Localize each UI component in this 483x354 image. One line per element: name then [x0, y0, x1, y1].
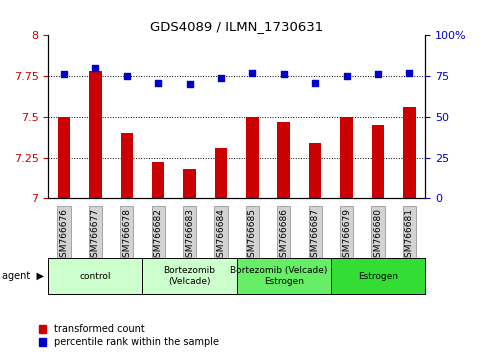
- Point: [406, 70, 413, 76]
- Point: [186, 81, 194, 87]
- Point: [123, 73, 131, 79]
- Bar: [246, 117, 259, 198]
- Point: [343, 73, 351, 79]
- Bar: [372, 125, 384, 198]
- Bar: [277, 122, 290, 198]
- Point: [374, 72, 382, 77]
- Text: Estrogen: Estrogen: [358, 272, 398, 281]
- Bar: [341, 117, 353, 198]
- Point: [60, 72, 68, 77]
- Point: [155, 80, 162, 85]
- Title: GDS4089 / ILMN_1730631: GDS4089 / ILMN_1730631: [150, 20, 323, 33]
- Text: Bortezomib (Velcade) +
Estrogen: Bortezomib (Velcade) + Estrogen: [230, 267, 338, 286]
- Point: [92, 65, 99, 71]
- Legend: transformed count, percentile rank within the sample: transformed count, percentile rank withi…: [39, 325, 219, 347]
- Bar: [309, 143, 322, 198]
- Text: agent  ▶: agent ▶: [2, 271, 44, 281]
- Text: control: control: [80, 272, 111, 281]
- Bar: [58, 117, 71, 198]
- Point: [280, 72, 288, 77]
- Bar: [184, 169, 196, 198]
- Bar: [152, 162, 164, 198]
- Text: Bortezomib
(Velcade): Bortezomib (Velcade): [164, 267, 215, 286]
- Point: [312, 80, 319, 85]
- Bar: [403, 107, 416, 198]
- Bar: [121, 133, 133, 198]
- Bar: [89, 71, 102, 198]
- Point: [217, 75, 225, 81]
- Point: [249, 70, 256, 76]
- Bar: [214, 148, 227, 198]
